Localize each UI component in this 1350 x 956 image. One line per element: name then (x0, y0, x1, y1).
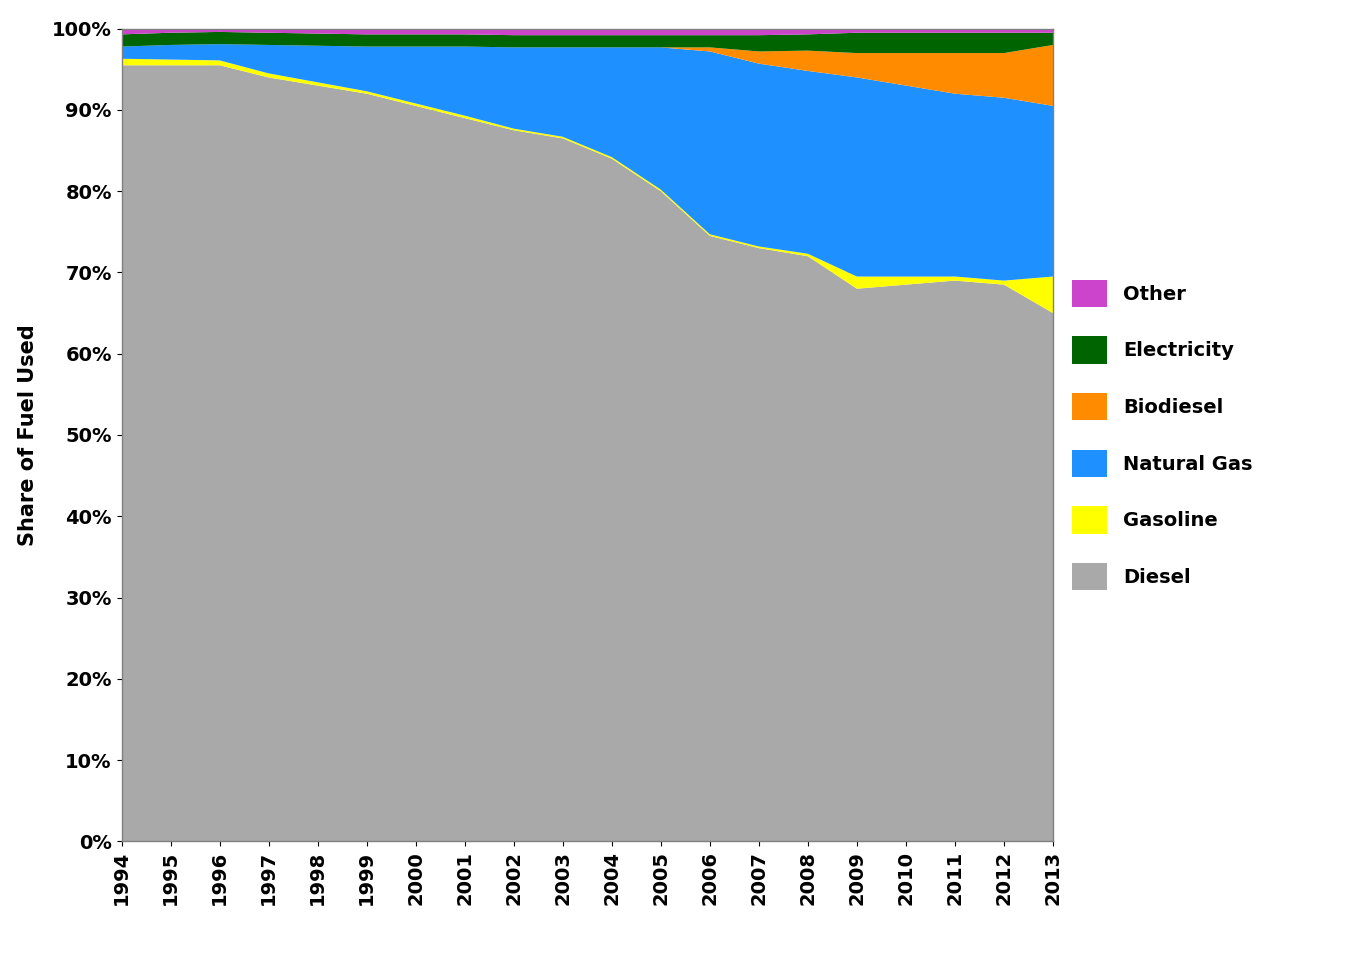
Y-axis label: Share of Fuel Used: Share of Fuel Used (18, 324, 38, 546)
Legend: Other, Electricity, Biodiesel, Natural Gas, Gasoline, Diesel: Other, Electricity, Biodiesel, Natural G… (1062, 270, 1262, 600)
